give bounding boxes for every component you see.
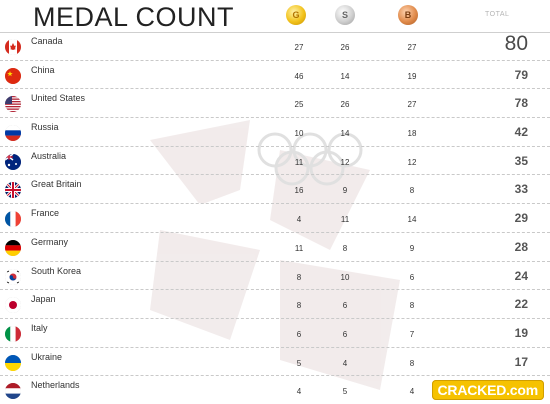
russia-flag-icon — [5, 125, 21, 142]
gold-count: 46 — [294, 71, 304, 81]
silver-count: 5 — [342, 387, 348, 397]
country-name: France — [31, 208, 60, 219]
bronze-count: 12 — [407, 157, 417, 167]
silver-count: 4 — [342, 358, 348, 368]
ukraine-flag-icon — [5, 354, 21, 371]
china-flag-icon — [5, 67, 21, 84]
table-row: France 4 11 14 29 — [0, 204, 550, 233]
gold-count: 4 — [296, 215, 302, 225]
bronze-count: 6 — [409, 272, 415, 282]
total-count: 29 — [514, 211, 528, 226]
silver-count: 6 — [342, 329, 348, 339]
silver-count: 8 — [342, 243, 348, 253]
total-count: 80 — [504, 32, 528, 55]
total-count: 42 — [514, 125, 528, 140]
gold-count: 11 — [294, 243, 304, 253]
total-count: 33 — [514, 182, 528, 197]
total-count: 28 — [514, 239, 528, 254]
gold-count: 10 — [294, 129, 304, 139]
silver-medal-icon: S — [335, 5, 355, 25]
country-name: Italy — [31, 322, 48, 333]
uk-flag-icon — [5, 182, 21, 199]
germany-flag-icon — [5, 239, 21, 256]
total-count: 35 — [514, 153, 528, 168]
medal-table: Canada 27 26 27 80 China 46 14 19 79 United States… — [0, 32, 550, 404]
gold-count: 5 — [296, 358, 302, 368]
country-name: Australia — [31, 150, 67, 161]
bronze-count: 9 — [409, 243, 415, 253]
country-name: South Korea — [31, 265, 82, 276]
bronze-count: 8 — [409, 358, 415, 368]
south-korea-flag-icon — [5, 268, 21, 285]
table-row: Germany 11 8 9 28 — [0, 233, 550, 262]
country-name: Japan — [31, 294, 56, 305]
france-flag-icon — [5, 211, 21, 228]
silver-count: 26 — [340, 100, 350, 110]
gold-count: 27 — [294, 43, 304, 52]
bronze-count: 19 — [407, 71, 417, 81]
country-name: Russia — [31, 122, 59, 133]
gold-count: 4 — [296, 387, 302, 397]
bronze-count: 8 — [409, 301, 415, 311]
silver-count: 26 — [340, 43, 350, 52]
japan-flag-icon — [5, 297, 21, 314]
table-row: China 46 14 19 79 — [0, 61, 550, 90]
total-count: 24 — [514, 268, 528, 283]
total-count: 78 — [514, 96, 528, 111]
silver-count: 11 — [340, 215, 350, 225]
total-count: 79 — [514, 67, 528, 82]
gold-count: 6 — [296, 329, 302, 339]
bronze-count: 14 — [407, 215, 417, 225]
table-row: Russia 10 14 18 42 — [0, 118, 550, 147]
canada-flag-icon — [5, 39, 21, 55]
cracked-logo: CRACKED.com — [431, 380, 544, 400]
table-row: United States 25 26 27 78 — [0, 89, 550, 119]
silver-count: 12 — [340, 157, 350, 167]
table-row: Italy 6 6 7 19 — [0, 319, 550, 348]
italy-flag-icon — [5, 325, 21, 342]
bronze-count: 18 — [407, 129, 417, 139]
silver-count: 10 — [340, 272, 350, 282]
country-name: Great Britain — [31, 179, 82, 190]
country-name: Germany — [31, 236, 69, 247]
header: MEDAL COUNT G S B TOTAL — [0, 0, 550, 33]
bronze-count: 8 — [409, 186, 415, 196]
country-name: Canada — [31, 36, 63, 46]
gold-count: 8 — [296, 301, 302, 311]
silver-count: 9 — [342, 186, 348, 196]
gold-count: 8 — [296, 272, 302, 282]
table-row: Great Britain 16 9 8 33 — [0, 175, 550, 205]
usa-flag-icon — [5, 96, 21, 113]
australia-flag-icon — [5, 153, 21, 170]
total-count: 17 — [514, 354, 528, 369]
netherlands-flag-icon — [5, 383, 21, 400]
gold-count: 25 — [294, 100, 304, 110]
country-name: United States — [31, 93, 86, 104]
bronze-count: 27 — [407, 43, 417, 52]
table-row: Canada 27 26 27 80 — [0, 32, 550, 61]
total-count: 22 — [514, 297, 528, 312]
bronze-count: 7 — [409, 329, 415, 339]
total-column-header: TOTAL — [485, 11, 510, 18]
bronze-count: 4 — [409, 387, 415, 397]
silver-count: 14 — [340, 129, 350, 139]
silver-count: 6 — [342, 301, 348, 311]
silver-count: 14 — [340, 71, 350, 81]
table-row: Ukraine 5 4 8 17 — [0, 348, 550, 377]
table-row: South Korea 8 10 6 24 — [0, 262, 550, 291]
country-name: Ukraine — [31, 351, 63, 362]
page-title: MEDAL COUNT — [33, 2, 235, 32]
table-row: Australia 11 12 12 35 — [0, 147, 550, 176]
bronze-medal-icon: B — [398, 5, 418, 25]
gold-count: 16 — [294, 186, 304, 196]
table-row: Japan 8 6 8 22 — [0, 290, 550, 319]
country-name: China — [31, 64, 55, 75]
bronze-count: 27 — [407, 100, 417, 110]
gold-count: 11 — [294, 157, 304, 167]
country-name: Netherlands — [31, 380, 80, 391]
total-count: 19 — [514, 325, 528, 340]
gold-medal-icon: G — [286, 5, 306, 25]
